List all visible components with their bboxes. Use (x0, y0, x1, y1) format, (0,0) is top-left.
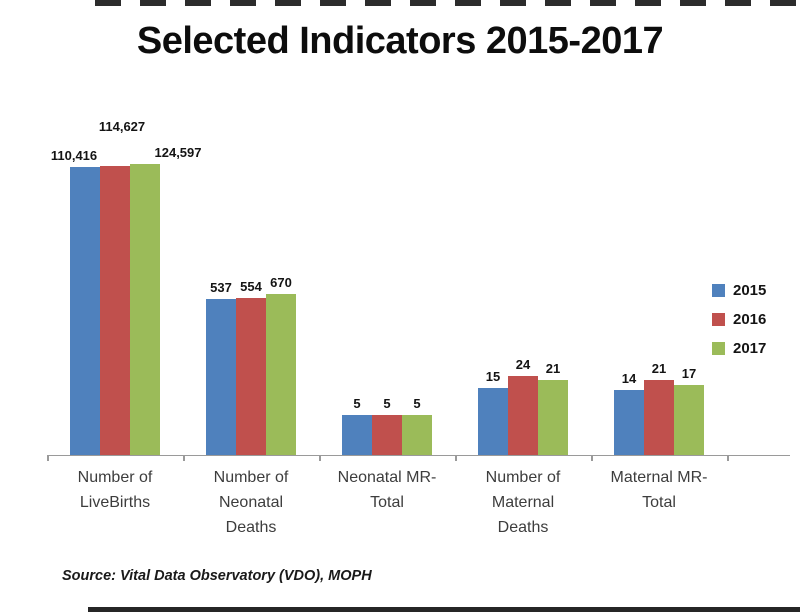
category-label: Number of LiveBirths (77, 469, 153, 511)
axis-tick (183, 455, 185, 461)
legend-item-2015: 2015 (712, 282, 766, 299)
bar-value-label: 5 (353, 396, 361, 412)
bar-value-label: 5 (383, 396, 391, 412)
bar-value-label: 21 (651, 360, 667, 376)
bar-2016-cat4 (644, 379, 674, 455)
category-label: Neonatal MR-Total (337, 469, 437, 511)
legend-label: 2017 (733, 340, 767, 357)
bar-value-label: 21 (545, 360, 561, 376)
bar-2015-cat3 (478, 387, 508, 455)
bar-value-label: 670 (270, 274, 292, 290)
category-label: Number of Maternal Deaths (485, 469, 561, 536)
axis-tick (591, 455, 593, 461)
bar-2017-cat3 (538, 379, 568, 455)
bar-value-label: 124,597 (154, 145, 202, 161)
bar-value-label: 14 (621, 370, 637, 386)
bar-2015-cat0 (70, 167, 100, 455)
top-edge-artifact (95, 0, 798, 6)
bar-value-label: 537 (210, 280, 232, 296)
bar-value-label: 5 (413, 396, 421, 412)
axis-tick (47, 455, 49, 461)
bar-value-label: 110,416 (50, 148, 98, 164)
chart-title: Selected Indicators 2015-2017 (136, 20, 664, 62)
legend-swatch-icon (712, 342, 725, 355)
x-axis-line (47, 455, 790, 456)
bar-2016-cat0 (100, 166, 130, 455)
bar-2017-cat4 (674, 384, 704, 455)
bar-2016-cat2 (372, 415, 402, 455)
category-label: Number of Neonatal Deaths (213, 469, 289, 536)
axis-tick (319, 455, 321, 461)
axis-tick (455, 455, 457, 461)
legend-item-2016: 2016 (712, 311, 766, 328)
legend-swatch-icon (712, 284, 725, 297)
bar-value-label: 114,627 (98, 119, 146, 135)
bar-2017-cat2 (402, 415, 432, 455)
legend-label: 2016 (733, 311, 767, 328)
legend-swatch-icon (712, 313, 725, 326)
bottom-edge-artifact (88, 607, 800, 612)
legend-label: 2015 (733, 282, 767, 299)
bar-value-label: 17 (681, 365, 697, 381)
category-label: Maternal MR-Total (610, 469, 708, 511)
chart-legend: 2015 2016 2017 (712, 282, 766, 369)
bar-2017-cat1 (266, 293, 296, 455)
axis-tick (727, 455, 729, 461)
bar-2015-cat4 (614, 389, 644, 455)
bar-2016-cat3 (508, 376, 538, 455)
legend-item-2017: 2017 (712, 340, 766, 357)
bar-2016-cat1 (236, 298, 266, 455)
bar-value-label: 24 (515, 357, 531, 373)
source-note: Source: Vital Data Observatory (VDO), MO… (62, 568, 372, 584)
bar-2015-cat2 (342, 415, 372, 455)
bar-2015-cat1 (206, 299, 236, 455)
bar-value-label: 15 (485, 368, 501, 384)
bar-value-label: 554 (240, 279, 262, 295)
bar-2017-cat0 (130, 164, 160, 455)
